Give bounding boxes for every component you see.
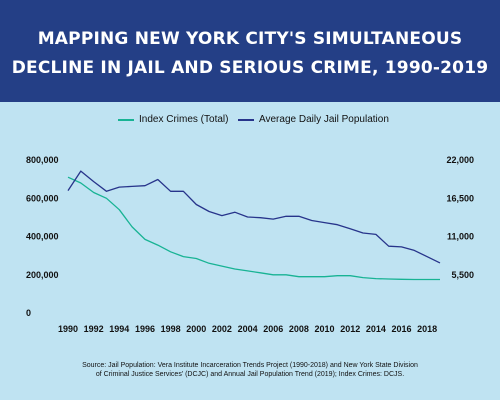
series-line-jail-population [67,170,441,264]
x-axis-tick-label: 1990 [58,324,78,334]
x-axis-tick-label: 2018 [417,324,437,334]
chart-area: Index Crimes (Total) Average Daily Jail … [0,102,500,400]
header-banner: MAPPING NEW YORK CITY'S SIMULTANEOUS DEC… [0,0,500,102]
source-line-1: Source: Jail Population: Vera Institute … [82,362,418,369]
x-axis-tick-label: 2000 [186,324,206,334]
legend-item-index-crimes: Index Crimes (Total) [118,114,228,125]
x-axis-tick-label: 2014 [366,324,386,334]
left-axis-tick-label: 400,000 [26,232,59,242]
chart-title-line-2: DECLINE IN JAIL AND SERIOUS CRIME, 1990-… [11,58,489,78]
series-line-index-crimes [67,176,440,281]
x-axis-tick-label: 1992 [84,324,104,334]
left-axis-tick-label: 200,000 [26,270,59,280]
legend-item-jail-population: Average Daily Jail Population [238,114,389,125]
x-axis-tick-label: 2008 [289,324,309,334]
right-axis-tick-label: 16,500 [446,193,474,203]
x-axis-tick-label: 2012 [340,324,360,334]
left-axis-tick-label: 0 [26,308,31,318]
source-line-2: of Criminal Justice Services' (DCJC) and… [95,371,405,378]
line-chart: 800,000 600,000 400,000 200,000 0 22,000 16,50… [26,155,474,334]
left-axis-tick-label: 800,000 [26,155,59,165]
x-axis-tick-label: 2004 [238,324,258,334]
x-axis-tick-label: 2002 [212,324,232,334]
x-axis-tick-label: 1998 [161,324,181,334]
x-axis-tick-label: 2006 [263,324,283,334]
right-axis-tick-label: 22,000 [446,155,474,165]
legend-label-jail-population: Average Daily Jail Population [259,114,389,125]
legend-swatch-index-crimes [118,118,134,121]
legend-label-index-crimes: Index Crimes (Total) [139,114,229,125]
source-note: Source: Jail Population: Vera Institute … [0,361,500,379]
x-axis-tick-label: 1996 [135,324,155,334]
chart-title-line-1: MAPPING NEW YORK CITY'S SIMULTANEOUS [37,29,463,49]
x-axis-tick-label: 1994 [109,324,129,334]
right-axis-tick-label: 11,000 [447,232,474,242]
legend-swatch-jail-population [238,118,254,121]
x-axis-tick-label: 2010 [315,324,335,334]
x-axis-tick-label: 2016 [392,324,412,334]
left-axis-tick-label: 600,000 [26,193,59,203]
right-axis-tick-label: 5,500 [451,270,474,280]
